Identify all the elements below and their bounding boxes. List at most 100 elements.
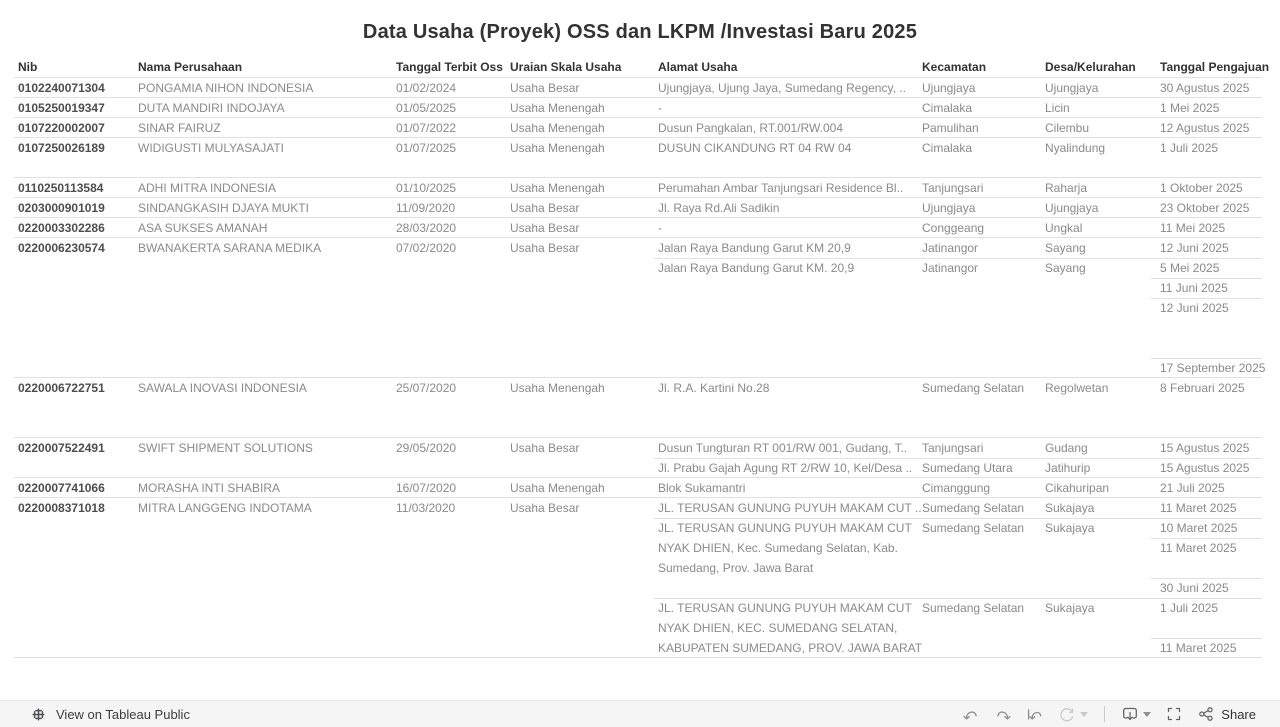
kecamatan-cell[interactable]: Pamulihan xyxy=(922,121,979,135)
nib-cell[interactable]: 0220008371018 xyxy=(18,501,105,515)
redo-button[interactable] xyxy=(994,706,1012,723)
company-name-cell[interactable]: SINDANGKASIH DJAYA MUKTI xyxy=(138,201,309,215)
desa-cell[interactable]: Gudang xyxy=(1045,441,1088,455)
desa-cell[interactable]: Licin xyxy=(1045,101,1070,115)
tanggal-pengajuan-cell[interactable]: 15 Agustus 2025 xyxy=(1151,458,1262,478)
desa-cell[interactable]: Cikahuripan xyxy=(1045,481,1110,495)
tanggal-terbit-cell[interactable]: 07/02/2020 xyxy=(396,241,457,255)
alamat-cell[interactable]: Dusun Tungturan RT 001/RW 001, Gudang, T… xyxy=(658,441,908,455)
tanggal-pengajuan-cell[interactable]: 8 Februari 2025 xyxy=(1151,378,1262,438)
tanggal-terbit-cell[interactable]: 01/05/2025 xyxy=(396,101,457,115)
alamat-cell[interactable]: - xyxy=(658,101,662,115)
tanggal-terbit-cell[interactable]: 28/03/2020 xyxy=(396,221,457,235)
skala-usaha-cell[interactable]: Usaha Menengah xyxy=(510,481,605,495)
tanggal-pengajuan-cell[interactable]: 23 Oktober 2025 xyxy=(1151,198,1262,218)
tanggal-pengajuan-cell[interactable]: 1 Juli 2025 xyxy=(1151,138,1262,178)
skala-usaha-cell[interactable]: Usaha Menengah xyxy=(510,101,605,115)
tanggal-terbit-cell[interactable]: 29/05/2020 xyxy=(396,441,457,455)
alamat-cell[interactable]: JL. TERUSAN GUNUNG PUYUH MAKAM CUT .. xyxy=(658,501,922,515)
company-name-cell[interactable]: WIDIGUSTI MULYASAJATI xyxy=(138,141,285,155)
tanggal-terbit-cell[interactable]: 16/07/2020 xyxy=(396,481,457,495)
tanggal-terbit-cell[interactable]: 01/02/2024 xyxy=(396,81,457,95)
col-header-nib[interactable]: Nib xyxy=(18,60,38,74)
tanggal-pengajuan-cell[interactable]: 11 Mei 2025 xyxy=(1151,218,1262,238)
alamat-cell[interactable]: Ujungjaya, Ujung Jaya, Sumedang Regency,… xyxy=(658,81,906,95)
desa-cell[interactable]: Regolwetan xyxy=(1045,381,1109,395)
kecamatan-cell[interactable]: Sumedang Selatan xyxy=(922,601,1025,615)
skala-usaha-cell[interactable]: Usaha Menengah xyxy=(510,141,605,155)
desa-cell[interactable]: Ujungjaya xyxy=(1045,201,1099,215)
tanggal-pengajuan-cell[interactable]: 15 Agustus 2025 xyxy=(1151,438,1262,458)
col-header-nama-perusahaan[interactable]: Nama Perusahaan xyxy=(138,60,243,74)
tanggal-terbit-cell[interactable]: 11/09/2020 xyxy=(396,201,456,215)
kecamatan-cell[interactable]: Ujungjaya xyxy=(922,81,976,95)
company-name-cell[interactable]: SINAR FAIRUZ xyxy=(138,121,221,135)
kecamatan-cell[interactable]: Sumedang Selatan xyxy=(922,501,1025,515)
skala-usaha-cell[interactable]: Usaha Besar xyxy=(510,501,580,515)
alamat-cell[interactable]: Perumahan Ambar Tanjungsari Residence Bl… xyxy=(658,181,904,195)
desa-cell[interactable]: Sukajaya xyxy=(1045,501,1095,515)
col-header-tanggal-pengajuan[interactable]: Tanggal Pengajuan xyxy=(1160,60,1270,74)
revert-button[interactable] xyxy=(1026,706,1044,723)
skala-usaha-cell[interactable]: Usaha Menengah xyxy=(510,381,605,395)
alamat-cell[interactable]: Jl. Raya Rd.Ali Sadikin xyxy=(658,201,780,215)
tanggal-pengajuan-cell[interactable]: 21 Juli 2025 xyxy=(1151,478,1262,498)
skala-usaha-cell[interactable]: Usaha Besar xyxy=(510,241,580,255)
nib-cell[interactable]: 0105250019347 xyxy=(18,101,105,115)
kecamatan-cell[interactable]: Cimalaka xyxy=(922,141,973,155)
company-name-cell[interactable]: BWANAKERTA SARANA MEDIKA xyxy=(138,241,322,255)
skala-usaha-cell[interactable]: Usaha Besar xyxy=(510,441,580,455)
tanggal-pengajuan-cell[interactable]: 1 Oktober 2025 xyxy=(1151,178,1262,198)
desa-cell[interactable]: Cilembu xyxy=(1045,121,1090,135)
skala-usaha-cell[interactable]: Usaha Menengah xyxy=(510,121,605,135)
desa-cell[interactable]: Sayang xyxy=(1045,241,1086,255)
alamat-cell[interactable]: Jl. R.A. Kartini No.28 xyxy=(658,381,770,395)
view-on-tableau-public-link[interactable]: View on Tableau Public xyxy=(30,706,190,723)
alamat-cell[interactable]: Blok Sukamantri xyxy=(658,481,746,495)
alamat-cell[interactable]: Jalan Raya Bandung Garut KM 20,9 xyxy=(658,241,851,255)
tanggal-pengajuan-cell[interactable]: 5 Mei 2025 11 Juni 2025 12 Juni 2025 17 Sep… xyxy=(1151,258,1265,378)
company-name-cell[interactable]: MITRA LANGGENG INDOTAMA xyxy=(138,501,312,515)
company-name-cell[interactable]: MORASHA INTI SHABIRA xyxy=(138,481,281,495)
tanggal-pengajuan-cell[interactable]: 1 Mei 2025 xyxy=(1151,98,1262,118)
col-header-kecamatan[interactable]: Kecamatan xyxy=(922,60,987,74)
alamat-cell[interactable]: Jalan Raya Bandung Garut KM. 20,9 xyxy=(658,261,855,275)
tanggal-terbit-cell[interactable]: 11/03/2020 xyxy=(396,501,456,515)
nib-cell[interactable]: 0203000901019 xyxy=(18,201,105,215)
tanggal-terbit-cell[interactable]: 01/10/2025 xyxy=(396,181,457,195)
skala-usaha-cell[interactable]: Usaha Besar xyxy=(510,221,580,235)
desa-cell[interactable]: Sukajaya xyxy=(1045,521,1095,535)
desa-cell[interactable]: Ungkal xyxy=(1045,221,1083,235)
tanggal-terbit-cell[interactable]: 01/07/2025 xyxy=(396,141,457,155)
company-name-cell[interactable]: DUTA MANDIRI INDOJAYA xyxy=(138,101,285,115)
nib-cell[interactable]: 0102240071304 xyxy=(18,81,105,95)
nib-cell[interactable]: 0110250113584 xyxy=(18,181,104,195)
tanggal-terbit-cell[interactable]: 25/07/2020 xyxy=(396,381,457,395)
kecamatan-cell[interactable]: Tanjungsari xyxy=(922,441,984,455)
tanggal-pengajuan-cell[interactable]: 12 Juni 2025 xyxy=(1151,238,1262,258)
undo-button[interactable] xyxy=(962,706,980,723)
nib-cell[interactable]: 0107220002007 xyxy=(18,121,105,135)
nib-cell[interactable]: 0107250026189 xyxy=(18,141,105,155)
download-button[interactable] xyxy=(1121,705,1152,723)
company-name-cell[interactable]: SAWALA INOVASI INDONESIA xyxy=(138,381,307,395)
company-name-cell[interactable]: PONGAMIA NIHON INDONESIA xyxy=(138,81,314,95)
desa-cell[interactable]: Sayang xyxy=(1045,261,1086,275)
skala-usaha-cell[interactable]: Usaha Besar xyxy=(510,201,580,215)
kecamatan-cell[interactable]: Ujungjaya xyxy=(922,201,976,215)
col-header-alamat-usaha[interactable]: Alamat Usaha xyxy=(658,60,738,74)
alamat-cell[interactable]: Dusun Pangkalan, RT.001/RW.004 xyxy=(658,121,844,135)
alamat-cell[interactable]: DUSUN CIKANDUNG RT 04 RW 04 xyxy=(658,141,852,155)
col-header-tanggal-terbit-oss[interactable]: Tanggal Terbit Oss xyxy=(396,60,503,74)
desa-cell[interactable]: Raharja xyxy=(1045,181,1088,195)
desa-cell[interactable]: Sukajaya xyxy=(1045,601,1095,615)
nib-cell[interactable]: 0220006722751 xyxy=(18,381,105,395)
kecamatan-cell[interactable]: Conggeang xyxy=(922,221,985,235)
alamat-cell[interactable]: Jl. Prabu Gajah Agung RT 2/RW 10, Kel/De… xyxy=(658,461,913,475)
kecamatan-cell[interactable]: Cimalaka xyxy=(922,101,973,115)
nib-cell[interactable]: 0220007522491 xyxy=(18,441,105,455)
alamat-cell[interactable]: JL. TERUSAN GUNUNG PUYUH MAKAM CUT NYAK D… xyxy=(658,521,912,575)
col-header-desa-kelurahan[interactable]: Desa/Kelurahan xyxy=(1045,60,1136,74)
tanggal-pengajuan-cell[interactable]: 11 Maret 2025 xyxy=(1151,498,1262,518)
alamat-cell[interactable]: - xyxy=(658,221,662,235)
